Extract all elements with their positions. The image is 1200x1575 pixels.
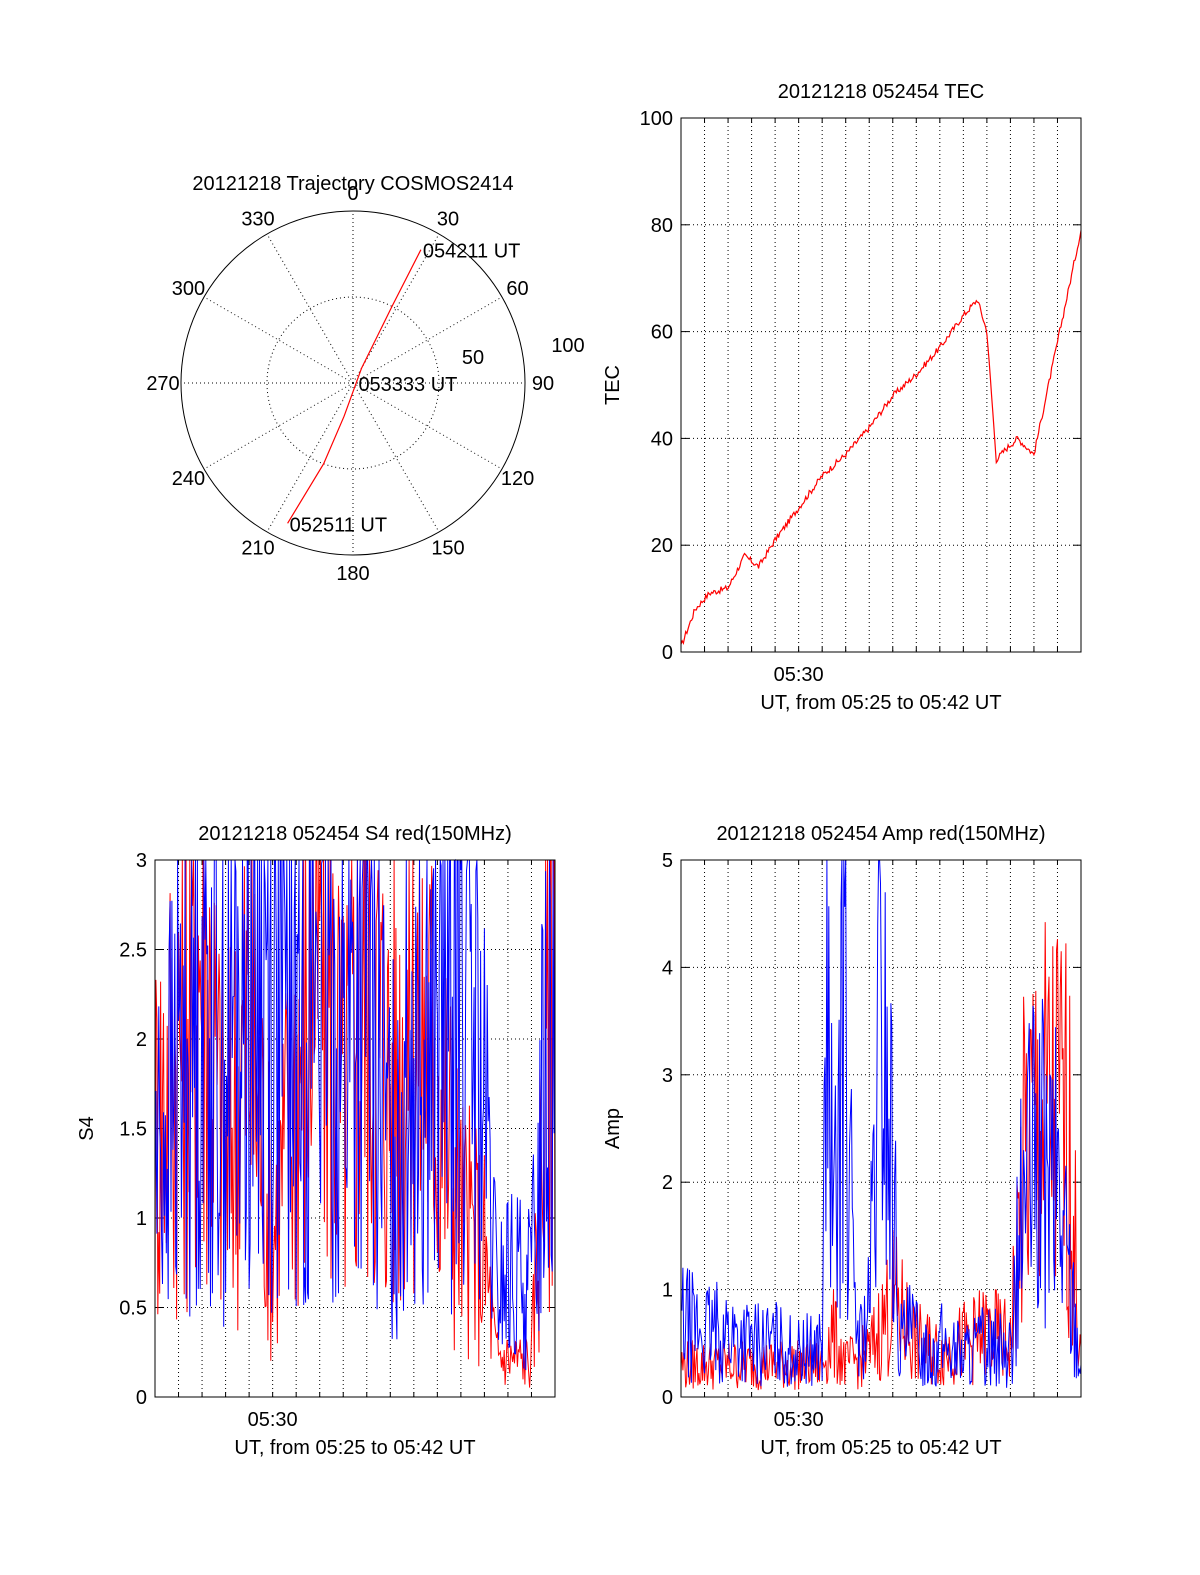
y-tick-label: 1.5: [119, 1119, 147, 1141]
polar-azimuth-label: 240: [172, 468, 205, 490]
x-axis-label: UT, from 05:25 to 05:42 UT: [760, 1437, 1001, 1459]
y-tick-label: 60: [651, 322, 673, 344]
polar-azimuth-label: 330: [241, 208, 274, 230]
y-tick-label: 100: [640, 108, 673, 130]
polar-azimuth-labels: 0 30 60 90 120 150 180 210 240 270 300 330: [146, 183, 554, 585]
trajectory-path: [287, 249, 422, 524]
polar-azimuth-label: 120: [501, 468, 534, 490]
polar-spoke: [203, 382, 354, 470]
polar-inner-circle: [266, 296, 440, 470]
polar-azimuth-label: 30: [437, 208, 459, 230]
x-tick-label: 05:30: [248, 1409, 298, 1431]
chart-title: 20121218 052454 Amp red(150MHz): [716, 823, 1045, 845]
chart-title: 20121218 052454 S4 red(150MHz): [198, 823, 512, 845]
polar-grid: [180, 210, 526, 556]
y-tick-label: 1: [662, 1280, 673, 1302]
x-tick-label: 05:30: [774, 1409, 824, 1431]
plot-frame: [154, 859, 556, 1398]
amp-chart: 0 1 2 3 4 5 20121218 052454 Amp red(150MHz) 05:…: [602, 823, 1082, 1459]
polar-spoke: [203, 296, 354, 384]
y-tick-label: 80: [651, 215, 673, 237]
polar-radius-label: 100: [551, 335, 584, 357]
y-tick-label: 2: [662, 1172, 673, 1194]
y-tick-label: 2.5: [119, 940, 147, 962]
y-tick-label: 3: [662, 1065, 673, 1087]
polar-azimuth-label: 150: [431, 538, 464, 560]
trajectory-time-label: 053333 UT: [358, 374, 457, 396]
trajectory-line: [287, 249, 422, 524]
plot-frame: [680, 117, 1082, 653]
x-axis-label: UT, from 05:25 to 05:42 UT: [234, 1437, 475, 1459]
polar-chart-title: 20121218 Trajectory COSMOS2414: [192, 173, 513, 195]
y-axis-label: TEC: [602, 365, 624, 405]
y-tick-label: 0: [662, 642, 673, 664]
polar-spoke: [352, 233, 440, 384]
y-tick-label: 5: [662, 850, 673, 872]
plot-frame: [680, 859, 1082, 1398]
y-axis-label: S4: [76, 1116, 98, 1140]
y-tick-label: 20: [651, 535, 673, 557]
polar-radius-labels: 50 100: [462, 335, 585, 369]
polar-azimuth-label: 60: [506, 278, 528, 300]
polar-azimuth-label: 180: [336, 563, 369, 585]
polar-azimuth-label: 0: [347, 183, 358, 205]
y-tick-label: 40: [651, 428, 673, 450]
polar-azimuth-label: 90: [532, 373, 554, 395]
x-tick-label: 05:30: [774, 664, 824, 686]
y-tick-label: 0: [136, 1387, 147, 1409]
polar-azimuth-label: 300: [172, 278, 205, 300]
y-tick-label: 0: [662, 1387, 673, 1409]
y-tick-label: 4: [662, 957, 673, 979]
y-tick-label: 2: [136, 1029, 147, 1051]
tec-chart: 0 20 40 60 80 100 20121218 052454 TEC 05:30 UT, …: [602, 81, 1082, 714]
polar-outer-circle: [180, 210, 526, 556]
x-axis-label: UT, from 05:25 to 05:42 UT: [760, 692, 1001, 714]
y-axis-label: Amp: [602, 1108, 624, 1149]
polar-trajectory-chart: 20121218 Trajectory COSMOS2414 0 30 60 90 12…: [146, 173, 584, 585]
series-line: [680, 230, 1082, 645]
y-tick-label: 3: [136, 850, 147, 872]
polar-spoke: [352, 296, 503, 384]
polar-azimuth-label: 210: [241, 538, 274, 560]
series-line: [680, 859, 1082, 1388]
chart-title: 20121218 052454 TEC: [778, 81, 984, 103]
polar-spoke: [266, 233, 354, 384]
polar-spoke: [352, 382, 503, 470]
trajectory-time-label: 052511 UT: [290, 514, 387, 536]
polar-azimuth-label: 270: [146, 373, 179, 395]
y-tick-label: 1: [136, 1208, 147, 1230]
s4-chart: 0 0.5 1 1.5 2 2.5 3 20121218 052454 S4 red(150M…: [76, 823, 556, 1459]
polar-spoke: [352, 382, 440, 533]
trajectory-annotations: 054211 UT 053333 UT 052511 UT: [290, 241, 521, 537]
series-line: [154, 858, 556, 1371]
y-tick-label: 0.5: [119, 1298, 147, 1320]
polar-radius-label: 50: [462, 347, 484, 369]
trajectory-time-label: 054211 UT: [423, 241, 520, 263]
polar-spoke: [266, 382, 354, 533]
